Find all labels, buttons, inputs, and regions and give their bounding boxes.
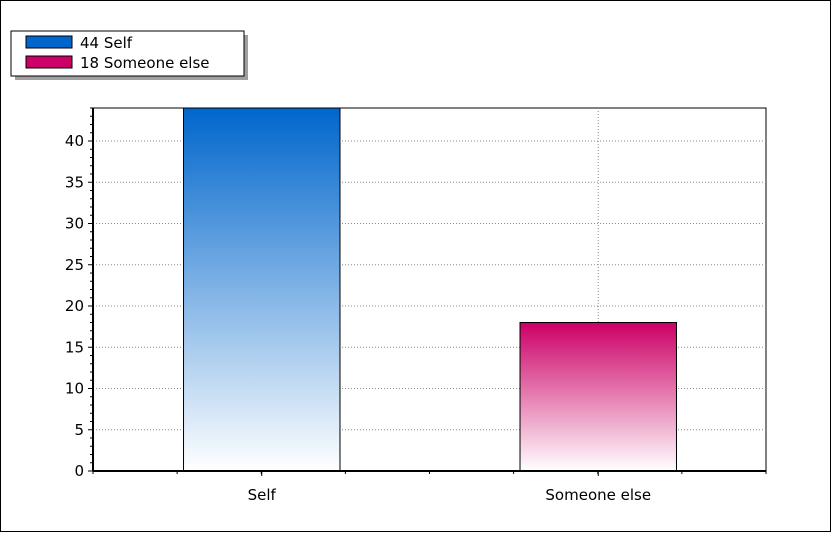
y-tick-label: 5 bbox=[74, 421, 84, 439]
legend-swatch bbox=[25, 35, 73, 49]
y-tick-label: 10 bbox=[65, 380, 84, 398]
x-tick-label: Self bbox=[248, 486, 277, 504]
y-tick-label: 15 bbox=[65, 338, 84, 356]
x-axis: Self Someone else bbox=[92, 470, 767, 504]
y-tick-label: 35 bbox=[65, 173, 84, 191]
y-tick-label: 25 bbox=[65, 256, 84, 274]
legend: 44 Self 18 Someone else bbox=[10, 30, 248, 80]
y-axis: 0 5 10 15 20 25 30 35 40 bbox=[65, 107, 94, 480]
grid-lines bbox=[93, 108, 766, 471]
y-tick-label: 0 bbox=[74, 462, 84, 480]
bars bbox=[183, 107, 677, 472]
y-tick-label: 30 bbox=[65, 215, 84, 233]
legend-label: 18 Someone else bbox=[80, 54, 210, 72]
x-tick-label: Someone else bbox=[545, 486, 651, 504]
bar-self bbox=[183, 107, 341, 472]
legend-label: 44 Self bbox=[80, 34, 133, 52]
legend-swatch bbox=[25, 55, 73, 69]
bar-someone-else bbox=[519, 322, 677, 472]
y-tick-label: 40 bbox=[65, 132, 84, 150]
y-tick-label: 20 bbox=[65, 297, 84, 315]
